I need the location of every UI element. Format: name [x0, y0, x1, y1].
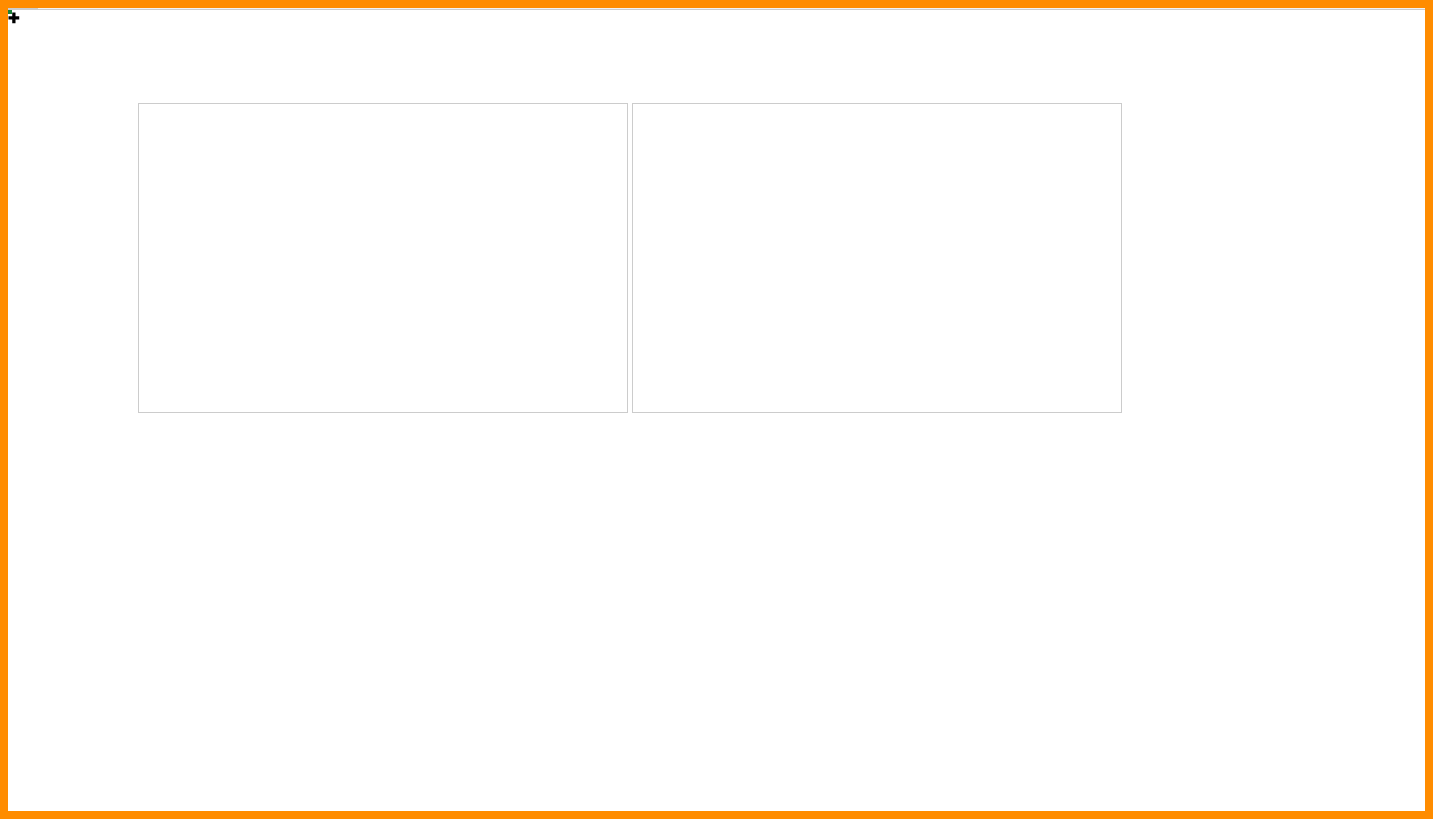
- cursor-icon: ✚: [8, 10, 20, 27]
- chart-overlay: [138, 103, 1122, 413]
- bar-chart-svg: [145, 118, 623, 368]
- bar-chart[interactable]: [138, 103, 628, 413]
- spreadsheet: ✚: [8, 8, 1425, 811]
- pie-chart[interactable]: [632, 103, 1122, 413]
- column-headers: [8, 8, 1425, 10]
- pie-chart-svg: [639, 116, 1117, 391]
- select-all-corner[interactable]: [8, 8, 38, 9]
